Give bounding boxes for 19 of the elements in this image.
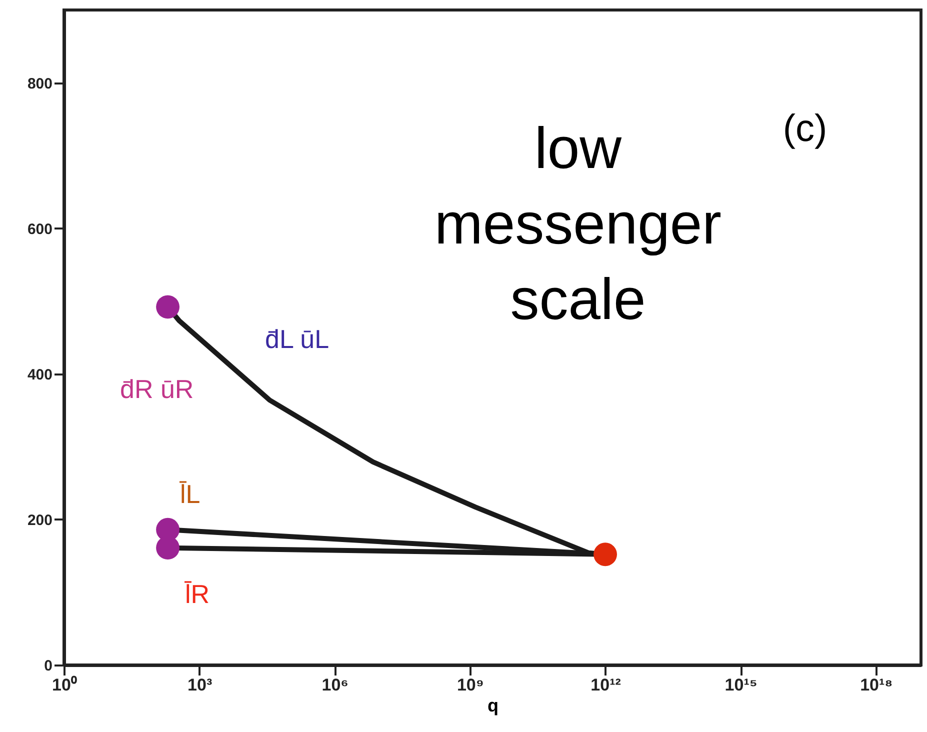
y-tick-label: 200	[27, 512, 52, 529]
y-tick-label: 800	[27, 75, 52, 92]
x-axis-title: q	[488, 696, 498, 716]
y-tick-label: 400	[27, 366, 52, 384]
x-tick-label: 10¹⁵	[724, 676, 758, 694]
y-tick-label: 600	[27, 220, 52, 238]
annotation: d̄R ūR	[120, 374, 194, 404]
x-tick-label: 10⁹	[456, 676, 484, 694]
annotation: low messenger scale	[434, 116, 722, 332]
annotation: (c)	[782, 108, 828, 150]
x-tick-label: 10³	[188, 676, 212, 694]
x-tick-label: 10¹⁸	[860, 676, 893, 694]
annotation: l̄L	[179, 479, 200, 509]
y-tick-label: 0	[44, 658, 52, 674]
x-tick-label: 10⁰	[52, 676, 77, 694]
x-tick-label: 10⁶	[322, 676, 349, 694]
x-tick-label: 10¹²	[590, 676, 622, 694]
annotation: l̄R	[184, 579, 210, 609]
annotation: d̄L ūL	[265, 324, 330, 354]
